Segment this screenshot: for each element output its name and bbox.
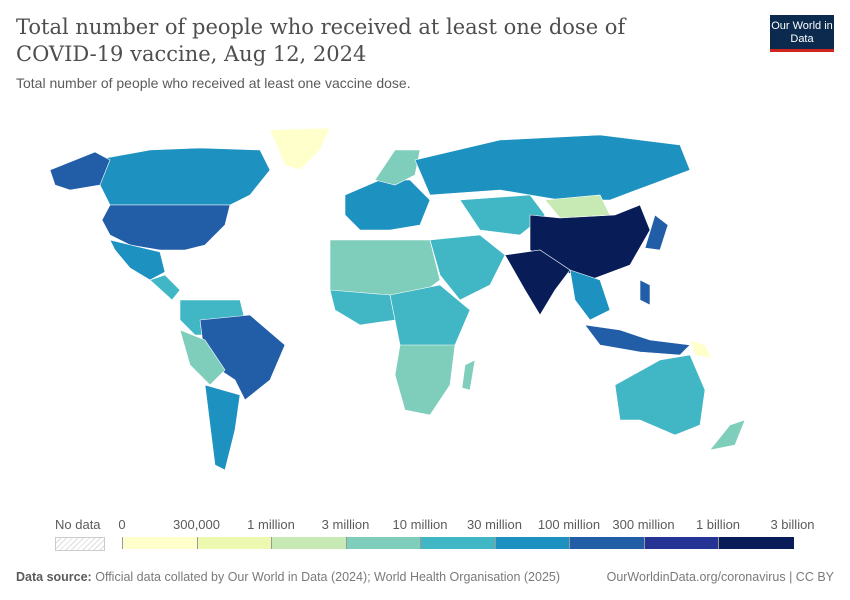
source-link[interactable]: OurWorldinData.org/coronavirus | CC BY (606, 570, 834, 584)
chart-subtitle: Total number of people who received at l… (16, 75, 411, 91)
legend-bin[interactable] (271, 537, 347, 549)
region-australia[interactable] (614, 354, 706, 436)
no-data-label: No data (55, 517, 101, 532)
region-canada[interactable] (94, 147, 271, 206)
legend-tick-label: 300,000 (173, 517, 220, 532)
region-europe[interactable] (344, 179, 431, 231)
region-alaska[interactable] (49, 151, 111, 191)
region-argentina-chile[interactable] (204, 384, 241, 471)
region-central-america[interactable] (149, 274, 181, 301)
region-new-zealand[interactable] (709, 419, 746, 451)
region-southern-africa[interactable] (394, 344, 456, 416)
legend-bin[interactable] (569, 537, 645, 549)
source-label: Data source: (16, 570, 92, 584)
region-russia[interactable] (414, 134, 691, 201)
footer: Data source: Official data collated by O… (16, 570, 834, 584)
legend-tick-label: 1 million (247, 517, 295, 532)
region-scandinavia[interactable] (374, 149, 421, 186)
region-peru-bolivia[interactable] (179, 329, 226, 386)
region-middle-east[interactable] (429, 234, 506, 301)
legend-bin[interactable] (345, 537, 421, 549)
region-madagascar[interactable] (461, 359, 476, 391)
region-indonesia[interactable] (584, 324, 691, 356)
chart-title: Total number of people who received at l… (16, 15, 626, 66)
world-map[interactable] (0, 120, 850, 510)
legend-bin[interactable] (122, 537, 198, 549)
region-usa[interactable] (101, 204, 231, 251)
region-india[interactable] (504, 249, 571, 316)
legend-bin[interactable] (643, 537, 719, 549)
legend-tick-label: 3 million (321, 517, 370, 532)
legend-tick-label: 30 million (467, 517, 522, 532)
legend-tick-label: 100 million (537, 517, 601, 532)
legend-tick-label: 300 million (612, 517, 675, 532)
color-legend: No data 0 300,000 1 million 3 million 10 mil… (0, 517, 850, 557)
legend-bin[interactable] (420, 537, 496, 549)
source-text: Official data collated by Our World in D… (95, 570, 561, 584)
legend-bin[interactable] (494, 537, 570, 549)
region-japan[interactable] (644, 214, 669, 251)
legend-tick-label: 3 billion (770, 517, 815, 532)
region-southeast-asia[interactable] (569, 269, 611, 321)
legend-bin[interactable] (196, 537, 272, 549)
legend-tick-label: 1 billion (695, 517, 741, 532)
legend-tick-label: 0 (118, 517, 126, 532)
no-data-swatch (55, 537, 105, 551)
region-west-africa[interactable] (329, 289, 396, 326)
region-philippines[interactable] (639, 279, 651, 306)
owid-logo[interactable]: Our World in Data (770, 15, 834, 52)
legend-bin[interactable] (718, 537, 794, 549)
region-greenland[interactable] (269, 127, 331, 171)
legend-tick-label: 10 million (392, 517, 448, 532)
region-png[interactable] (689, 339, 713, 359)
